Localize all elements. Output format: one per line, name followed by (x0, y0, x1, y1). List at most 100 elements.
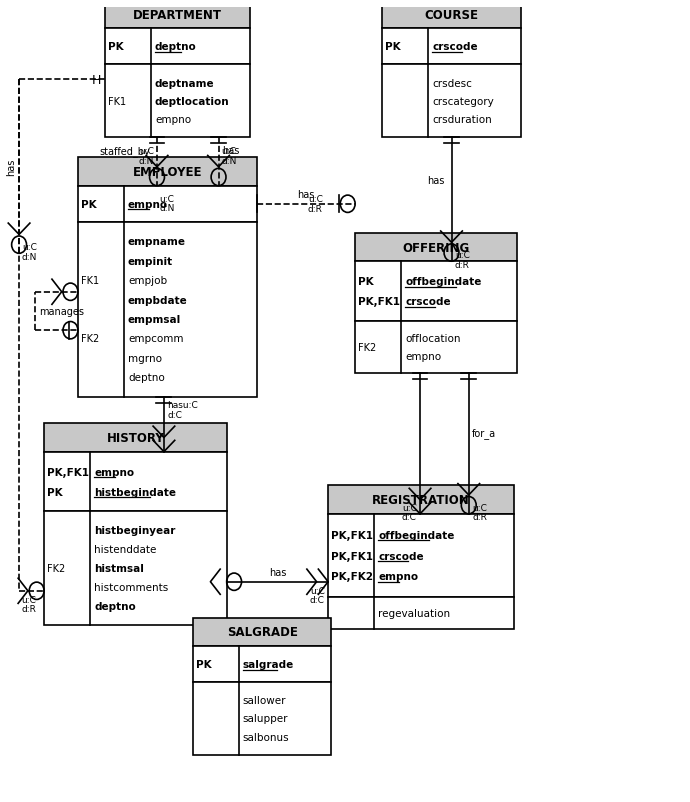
Text: DEPARTMENT: DEPARTMENT (133, 9, 222, 22)
Text: PK: PK (81, 200, 96, 209)
Text: PK: PK (195, 659, 211, 670)
Bar (382, 1, 521, 29)
Text: salbonus: salbonus (243, 731, 290, 742)
Text: FK2: FK2 (81, 334, 99, 344)
Bar (44, 452, 226, 512)
Text: regevaluation: regevaluation (378, 608, 451, 618)
Bar (78, 223, 257, 397)
Text: d:N: d:N (138, 156, 154, 165)
Text: d:N: d:N (22, 253, 37, 261)
Text: deptname: deptname (155, 79, 215, 88)
Text: u:C: u:C (455, 251, 470, 260)
Text: PK: PK (108, 43, 124, 52)
Bar (328, 597, 514, 629)
Text: d:N: d:N (221, 156, 237, 165)
Bar (105, 66, 250, 138)
Text: empjob: empjob (128, 276, 167, 286)
Text: has: has (268, 567, 286, 577)
Bar (355, 322, 518, 374)
Text: FK1: FK1 (81, 276, 99, 286)
Bar (193, 646, 331, 683)
Text: histmsal: histmsal (94, 564, 144, 573)
Text: deptno: deptno (94, 602, 136, 611)
Text: PK: PK (385, 43, 400, 52)
Text: offlocation: offlocation (405, 334, 461, 344)
Text: has: has (427, 176, 445, 186)
Text: empno: empno (155, 115, 191, 124)
Bar (105, 29, 250, 66)
Text: d:R: d:R (308, 205, 323, 213)
Text: empcomm: empcomm (128, 334, 184, 344)
Text: empno: empno (128, 200, 168, 209)
Text: offbegindate: offbegindate (405, 277, 482, 287)
Text: FK2: FK2 (358, 342, 376, 353)
Text: sallower: sallower (243, 695, 286, 706)
Text: PK,FK1: PK,FK1 (47, 467, 89, 477)
Text: d:C: d:C (167, 411, 182, 419)
Text: salupper: salupper (243, 714, 288, 723)
Bar (193, 618, 331, 646)
Text: u:C: u:C (22, 243, 37, 252)
Text: H: H (92, 74, 101, 87)
Text: PK,FK1: PK,FK1 (331, 530, 373, 540)
Text: deptno: deptno (155, 43, 197, 52)
Text: SALGRADE: SALGRADE (227, 626, 297, 638)
Text: has: has (6, 159, 16, 176)
Text: manages: manages (39, 306, 83, 317)
Text: EMPLOYEE: EMPLOYEE (132, 166, 202, 179)
Bar (382, 66, 521, 138)
Text: crsdesc: crsdesc (432, 79, 472, 88)
Bar (328, 514, 514, 597)
Text: staffed_by: staffed_by (99, 146, 150, 157)
Text: FK1: FK1 (108, 96, 126, 107)
Text: OFFERING: OFFERING (403, 241, 470, 254)
Text: crscode: crscode (405, 297, 451, 306)
Text: d:C: d:C (402, 512, 417, 521)
Bar (44, 423, 226, 452)
Text: d:N: d:N (159, 204, 175, 213)
Text: u:C: u:C (472, 504, 487, 512)
Bar (78, 186, 257, 223)
Text: crsduration: crsduration (432, 115, 492, 124)
Text: crscode: crscode (432, 43, 478, 52)
Text: histenddate: histenddate (94, 545, 157, 554)
Text: empinit: empinit (128, 257, 173, 266)
Text: COURSE: COURSE (424, 9, 478, 22)
Text: has: has (223, 146, 240, 156)
Text: crscode: crscode (378, 551, 424, 561)
Text: PK: PK (358, 277, 373, 287)
Text: u:C: u:C (21, 595, 36, 604)
Text: crscategory: crscategory (432, 96, 494, 107)
Text: d:R: d:R (455, 261, 470, 269)
Text: d:R: d:R (472, 512, 487, 521)
Text: HISTORY: HISTORY (106, 431, 164, 444)
Text: empno: empno (94, 467, 135, 477)
Bar (355, 262, 518, 322)
Text: deptno: deptno (128, 373, 165, 383)
Text: u:C: u:C (308, 194, 323, 204)
Text: deptlocation: deptlocation (155, 96, 230, 107)
Text: histbegindate: histbegindate (94, 487, 176, 497)
Text: PK: PK (47, 487, 62, 497)
Text: FK2: FK2 (47, 564, 65, 573)
Text: offbegindate: offbegindate (378, 530, 455, 540)
Bar (328, 486, 514, 514)
Text: u:C: u:C (139, 147, 154, 156)
Text: empmsal: empmsal (128, 314, 181, 325)
Bar (44, 512, 226, 625)
Text: d:C: d:C (310, 595, 325, 605)
Text: hasu:C: hasu:C (167, 401, 198, 410)
Text: u:C: u:C (310, 586, 325, 595)
Bar (105, 1, 250, 29)
Text: u:C: u:C (159, 194, 175, 203)
Text: mgrno: mgrno (128, 354, 162, 363)
Text: histcomments: histcomments (94, 582, 168, 592)
Bar (382, 29, 521, 66)
Text: PK,FK1: PK,FK1 (358, 297, 400, 306)
Text: d:R: d:R (21, 605, 36, 614)
Text: PK,FK1: PK,FK1 (331, 551, 373, 561)
Text: empno: empno (378, 572, 418, 581)
Text: empbdate: empbdate (128, 295, 188, 305)
Bar (78, 158, 257, 186)
Text: u:C: u:C (402, 504, 417, 512)
